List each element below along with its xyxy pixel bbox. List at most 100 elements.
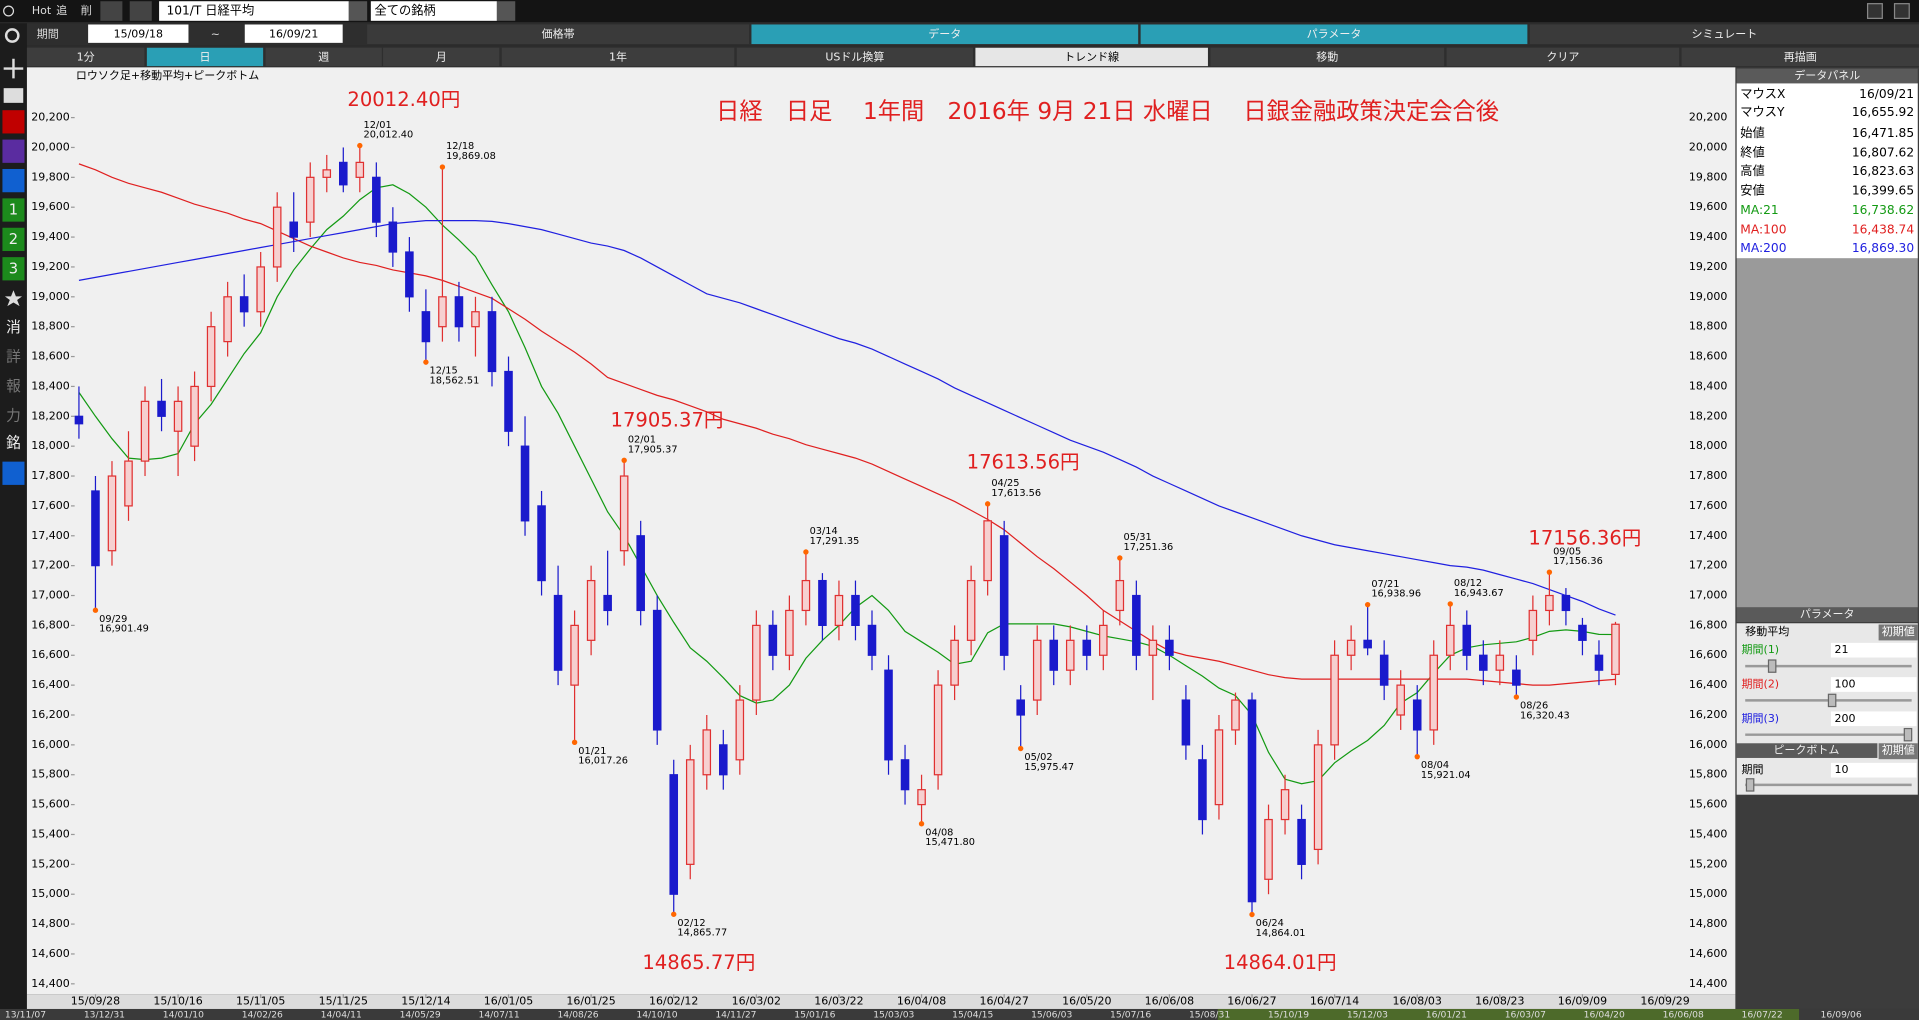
toolbar-button[interactable] <box>383 47 500 67</box>
chart-icon[interactable] <box>2 168 25 193</box>
toolbar-button[interactable] <box>146 47 264 67</box>
value-box[interactable] <box>1830 642 1917 658</box>
reset-label[interactable]: 初期値 <box>1882 744 1915 757</box>
navigator-window[interactable] <box>1217 1008 1800 1020</box>
sidebar-label[interactable]: 1 <box>9 202 18 219</box>
toolbar-button[interactable] <box>26 47 145 67</box>
row-label: MA:21 <box>1740 203 1778 217</box>
row-label: 安値 <box>1740 183 1764 198</box>
sidebar-button[interactable] <box>2 227 25 252</box>
close-button[interactable] <box>1893 3 1910 19</box>
candle-body <box>388 221 398 253</box>
settings-button[interactable] <box>2 461 25 485</box>
value-box[interactable] <box>1830 677 1917 692</box>
candle-body <box>1313 744 1323 851</box>
slider-thumb[interactable] <box>1745 778 1755 792</box>
peak-date: 12/01 <box>363 120 391 131</box>
row-label: 高値 <box>1740 163 1764 178</box>
candle-body <box>685 759 695 865</box>
slider-thumb[interactable] <box>1767 659 1777 673</box>
button-label[interactable]: 日 <box>199 51 210 64</box>
sidebar-label[interactable]: 3 <box>9 260 18 277</box>
sidebar-label[interactable]: 力 <box>6 407 21 424</box>
toolbar-button[interactable]: 追 <box>56 3 67 17</box>
value-box[interactable] <box>1830 762 1917 778</box>
tab-label[interactable]: 価格帯 <box>542 26 575 40</box>
candle-body <box>619 475 629 552</box>
filter-select[interactable]: 全ての銘柄 <box>374 3 435 18</box>
reset-button[interactable] <box>1878 743 1918 760</box>
dropdown-button[interactable] <box>348 1 368 21</box>
tab[interactable] <box>751 24 1139 45</box>
search-icon[interactable] <box>4 28 20 43</box>
toolbar-button[interactable] <box>1681 47 1919 67</box>
period-value[interactable]: 10 <box>1835 763 1849 776</box>
candle-body <box>1479 654 1488 671</box>
tab[interactable] <box>1529 24 1919 45</box>
tab[interactable] <box>367 24 749 45</box>
star-icon[interactable] <box>4 290 23 307</box>
button-label[interactable]: 1年 <box>609 50 627 64</box>
camera-icon[interactable] <box>3 88 24 103</box>
sidebar-button[interactable] <box>2 198 25 222</box>
toolbar-button[interactable] <box>265 47 382 67</box>
slider-thumb[interactable] <box>1827 693 1837 708</box>
toolbar-button[interactable] <box>736 47 973 67</box>
date-from[interactable]: 15/09/18 <box>114 27 163 40</box>
tab-label[interactable]: シミュレート <box>1692 27 1758 40</box>
nav-arrow[interactable] <box>100 1 123 21</box>
tab-label[interactable]: データ <box>928 26 961 40</box>
value-box[interactable] <box>1830 711 1917 727</box>
date-box[interactable] <box>244 24 343 43</box>
toolbar-button[interactable]: Hot <box>32 4 52 17</box>
button-label[interactable]: 週 <box>318 51 329 64</box>
date-box[interactable] <box>88 24 189 43</box>
button-label[interactable]: 再描画 <box>1784 50 1817 64</box>
tab-label[interactable]: パラメータ <box>1307 27 1362 40</box>
button-label[interactable]: クリア <box>1546 51 1579 64</box>
filter-box[interactable] <box>370 1 497 21</box>
slider-thumb[interactable] <box>1903 727 1913 742</box>
period-value[interactable]: 200 <box>1835 712 1856 725</box>
crosshair-icon[interactable] <box>3 58 24 79</box>
tab[interactable] <box>1140 24 1528 45</box>
chart-icon[interactable] <box>2 139 25 163</box>
chart-icon[interactable] <box>2 110 25 134</box>
sidebar-button[interactable] <box>2 257 25 281</box>
toolbar-button[interactable] <box>975 47 1208 67</box>
dropdown-button[interactable] <box>496 1 516 21</box>
row-value: 16,869.30 <box>1852 241 1914 255</box>
peak-marker <box>423 359 429 365</box>
button-label[interactable]: トレンド線 <box>1064 51 1119 64</box>
period-value[interactable]: 21 <box>1835 643 1849 656</box>
symbol-box[interactable] <box>159 1 349 21</box>
toolbar-button[interactable] <box>1446 47 1680 67</box>
button-label[interactable]: USドル換算 <box>825 50 884 64</box>
sidebar-label[interactable]: 2 <box>9 231 18 248</box>
date-to[interactable]: 16/09/21 <box>269 27 318 40</box>
toolbar-button[interactable] <box>501 47 735 67</box>
toolbar-button[interactable]: 削 <box>81 3 92 17</box>
reset-button[interactable] <box>1878 624 1918 641</box>
minimize-button[interactable] <box>1866 3 1883 19</box>
bottom-date: 02/12 <box>677 918 705 929</box>
button-label[interactable]: 月 <box>436 51 447 64</box>
symbol-select[interactable]: 101/T 日経平均 <box>166 4 254 18</box>
candle-body <box>1198 759 1207 821</box>
button-label[interactable]: 1分 <box>77 51 95 64</box>
period-value[interactable]: 100 <box>1835 677 1856 690</box>
button-label[interactable]: 移動 <box>1316 50 1338 64</box>
toolbar-button[interactable] <box>1210 47 1445 67</box>
sidebar-label[interactable]: 詳 <box>6 349 21 366</box>
price-callout: 17613.56円 <box>967 450 1080 473</box>
panel-title: データパネル <box>1794 68 1860 82</box>
bulb-icon[interactable] <box>3 5 15 17</box>
sidebar-label[interactable]: 消 <box>6 319 21 336</box>
sidebar-label[interactable]: 報 <box>6 378 21 395</box>
candle-body <box>1214 729 1224 806</box>
reset-label[interactable]: 初期値 <box>1882 625 1915 638</box>
sidebar-label[interactable]: 銘 <box>6 434 21 451</box>
x-tick-label: 15/11/25 <box>319 995 368 1008</box>
nav-arrow[interactable] <box>129 1 152 21</box>
